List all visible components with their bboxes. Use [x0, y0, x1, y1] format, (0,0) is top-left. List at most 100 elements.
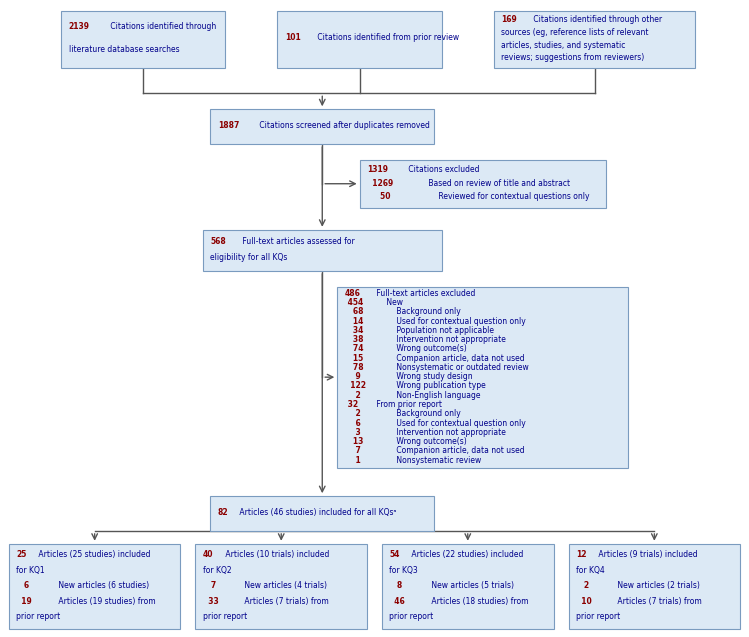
Text: eligibility for all KQs: eligibility for all KQs — [210, 254, 288, 262]
Text: Used for contextual question only: Used for contextual question only — [394, 317, 526, 326]
Text: Citations identified from prior review: Citations identified from prior review — [315, 33, 458, 42]
Text: Full-text articles assessed for: Full-text articles assessed for — [240, 237, 354, 246]
Text: 10: 10 — [576, 597, 592, 606]
Text: 40: 40 — [203, 550, 213, 559]
Text: Non-English language: Non-English language — [394, 390, 480, 400]
Text: Articles (10 trials) included: Articles (10 trials) included — [222, 550, 329, 559]
Text: prior report: prior report — [16, 612, 61, 621]
Text: 101: 101 — [285, 33, 300, 42]
Text: reviews; suggestions from reviewers): reviews; suggestions from reviewers) — [501, 54, 645, 62]
Text: 2: 2 — [345, 410, 360, 419]
Text: for KQ2: for KQ2 — [203, 566, 231, 575]
Text: Full-text articles excluded: Full-text articles excluded — [374, 289, 476, 297]
Text: 34: 34 — [345, 326, 363, 335]
Text: for KQ1: for KQ1 — [16, 566, 45, 575]
Text: 14: 14 — [345, 317, 363, 326]
Text: 46: 46 — [389, 597, 405, 606]
Text: 2: 2 — [345, 390, 360, 400]
Text: Based on review of title and abstract: Based on review of title and abstract — [426, 178, 570, 187]
FancyBboxPatch shape — [203, 230, 442, 271]
FancyBboxPatch shape — [337, 287, 628, 468]
Text: 12: 12 — [576, 550, 586, 559]
Text: Wrong study design: Wrong study design — [394, 372, 473, 381]
Text: Nonsystematic review: Nonsystematic review — [394, 455, 481, 464]
Text: New articles (4 trials): New articles (4 trials) — [242, 581, 327, 590]
Text: 68: 68 — [345, 307, 363, 317]
Text: 13: 13 — [345, 437, 363, 446]
Text: 50: 50 — [367, 192, 390, 201]
Text: Population not applicable: Population not applicable — [394, 326, 494, 335]
Text: Background only: Background only — [394, 410, 461, 419]
Text: Wrong outcome(s): Wrong outcome(s) — [394, 437, 467, 446]
Text: 2139: 2139 — [69, 22, 90, 31]
Text: 9: 9 — [345, 372, 360, 381]
Text: New: New — [384, 298, 403, 307]
FancyBboxPatch shape — [382, 543, 554, 629]
Text: for KQ4: for KQ4 — [576, 566, 604, 575]
Text: Companion article, data not used: Companion article, data not used — [394, 447, 524, 455]
Text: Used for contextual question only: Used for contextual question only — [394, 419, 526, 427]
Text: Articles (18 studies) from: Articles (18 studies) from — [429, 597, 528, 606]
Text: 7: 7 — [345, 447, 360, 455]
Text: 74: 74 — [345, 345, 363, 354]
Text: 8: 8 — [389, 581, 403, 590]
Text: Articles (7 trials) from: Articles (7 trials) from — [242, 597, 329, 606]
Text: 6: 6 — [16, 581, 29, 590]
Text: 122: 122 — [345, 382, 366, 390]
Text: From prior report: From prior report — [374, 400, 442, 409]
Text: Intervention not appropriate: Intervention not appropriate — [394, 428, 506, 437]
Text: articles, studies, and systematic: articles, studies, and systematic — [501, 41, 625, 50]
Text: Intervention not appropriate: Intervention not appropriate — [394, 335, 506, 344]
Text: Articles (7 trials) from: Articles (7 trials) from — [616, 597, 702, 606]
Text: 486: 486 — [345, 289, 360, 297]
Text: 78: 78 — [345, 363, 363, 372]
Text: 6: 6 — [345, 419, 360, 427]
Text: 1269: 1269 — [367, 178, 393, 187]
Text: New articles (6 studies): New articles (6 studies) — [55, 581, 149, 590]
Text: Wrong publication type: Wrong publication type — [394, 382, 485, 390]
FancyBboxPatch shape — [61, 11, 225, 68]
FancyBboxPatch shape — [210, 496, 434, 531]
Text: 19: 19 — [16, 597, 32, 606]
Text: Citations identified through other: Citations identified through other — [531, 15, 662, 24]
Text: literature database searches: literature database searches — [69, 45, 179, 54]
Text: 38: 38 — [345, 335, 363, 344]
Text: 7: 7 — [203, 581, 216, 590]
Text: Wrong outcome(s): Wrong outcome(s) — [394, 345, 467, 354]
FancyBboxPatch shape — [568, 543, 740, 629]
Text: 1887: 1887 — [218, 121, 239, 130]
FancyBboxPatch shape — [210, 109, 434, 144]
Text: 454: 454 — [345, 298, 363, 307]
FancyBboxPatch shape — [360, 160, 606, 208]
Text: Citations screened after duplicates removed: Citations screened after duplicates remo… — [257, 121, 430, 130]
FancyBboxPatch shape — [277, 11, 442, 68]
Text: prior report: prior report — [389, 612, 434, 621]
Text: 25: 25 — [16, 550, 27, 559]
Text: 169: 169 — [501, 15, 517, 24]
Text: Articles (25 studies) included: Articles (25 studies) included — [36, 550, 151, 559]
Text: 568: 568 — [210, 237, 226, 246]
Text: Background only: Background only — [394, 307, 461, 317]
Text: Articles (19 studies) from: Articles (19 studies) from — [55, 597, 155, 606]
Text: 1319: 1319 — [367, 165, 388, 174]
Text: Articles (9 trials) included: Articles (9 trials) included — [595, 550, 697, 559]
Text: Companion article, data not used: Companion article, data not used — [394, 354, 524, 362]
Text: Citations excluded: Citations excluded — [407, 165, 480, 174]
Text: 1: 1 — [345, 455, 360, 464]
Text: 2: 2 — [576, 581, 589, 590]
Text: sources (eg, reference lists of relevant: sources (eg, reference lists of relevant — [501, 28, 649, 37]
Text: 15: 15 — [345, 354, 363, 362]
Text: prior report: prior report — [576, 612, 620, 621]
Text: 54: 54 — [389, 550, 400, 559]
Text: prior report: prior report — [203, 612, 247, 621]
Text: Citations identified through: Citations identified through — [108, 22, 216, 31]
Text: New articles (5 trials): New articles (5 trials) — [429, 581, 514, 590]
Text: Reviewed for contextual questions only: Reviewed for contextual questions only — [436, 192, 589, 201]
Text: for KQ3: for KQ3 — [389, 566, 418, 575]
Text: Articles (22 studies) included: Articles (22 studies) included — [409, 550, 524, 559]
Text: New articles (2 trials): New articles (2 trials) — [616, 581, 700, 590]
Text: 32: 32 — [345, 400, 358, 409]
Text: 33: 33 — [203, 597, 219, 606]
Text: Articles (46 studies) included for all KQsᵃ: Articles (46 studies) included for all K… — [237, 508, 397, 517]
FancyBboxPatch shape — [9, 543, 181, 629]
